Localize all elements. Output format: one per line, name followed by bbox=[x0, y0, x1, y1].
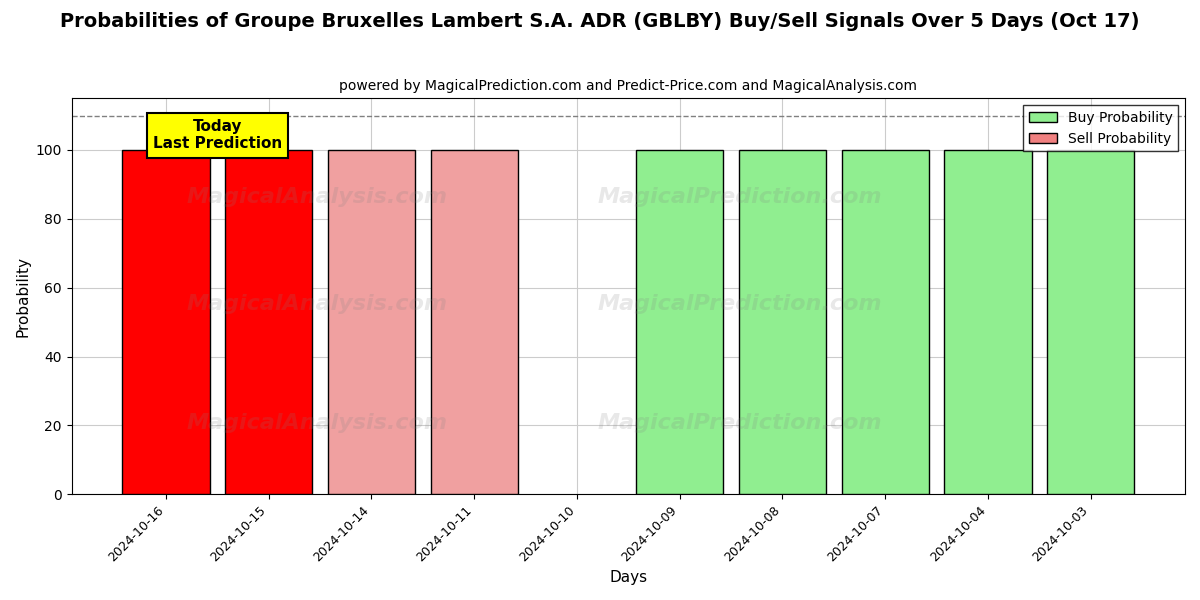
Bar bbox=[1048, 150, 1134, 494]
X-axis label: Days: Days bbox=[610, 570, 647, 585]
Bar bbox=[122, 150, 210, 494]
Text: Probabilities of Groupe Bruxelles Lambert S.A. ADR (GBLBY) Buy/Sell Signals Over: Probabilities of Groupe Bruxelles Lamber… bbox=[60, 12, 1140, 31]
Text: MagicalAnalysis.com: MagicalAnalysis.com bbox=[186, 294, 448, 314]
Bar bbox=[636, 150, 724, 494]
Bar bbox=[841, 150, 929, 494]
Bar bbox=[739, 150, 826, 494]
Text: MagicalPrediction.com: MagicalPrediction.com bbox=[598, 413, 882, 433]
Text: MagicalPrediction.com: MagicalPrediction.com bbox=[598, 187, 882, 208]
Text: MagicalPrediction.com: MagicalPrediction.com bbox=[598, 294, 882, 314]
Bar bbox=[431, 150, 518, 494]
Text: Today
Last Prediction: Today Last Prediction bbox=[152, 119, 282, 151]
Text: MagicalAnalysis.com: MagicalAnalysis.com bbox=[186, 187, 448, 208]
Text: MagicalAnalysis.com: MagicalAnalysis.com bbox=[186, 413, 448, 433]
Title: powered by MagicalPrediction.com and Predict-Price.com and MagicalAnalysis.com: powered by MagicalPrediction.com and Pre… bbox=[340, 79, 917, 93]
Bar bbox=[226, 150, 312, 494]
Bar bbox=[328, 150, 415, 494]
Bar bbox=[944, 150, 1032, 494]
Legend: Buy Probability, Sell Probability: Buy Probability, Sell Probability bbox=[1024, 105, 1178, 151]
Y-axis label: Probability: Probability bbox=[16, 256, 30, 337]
